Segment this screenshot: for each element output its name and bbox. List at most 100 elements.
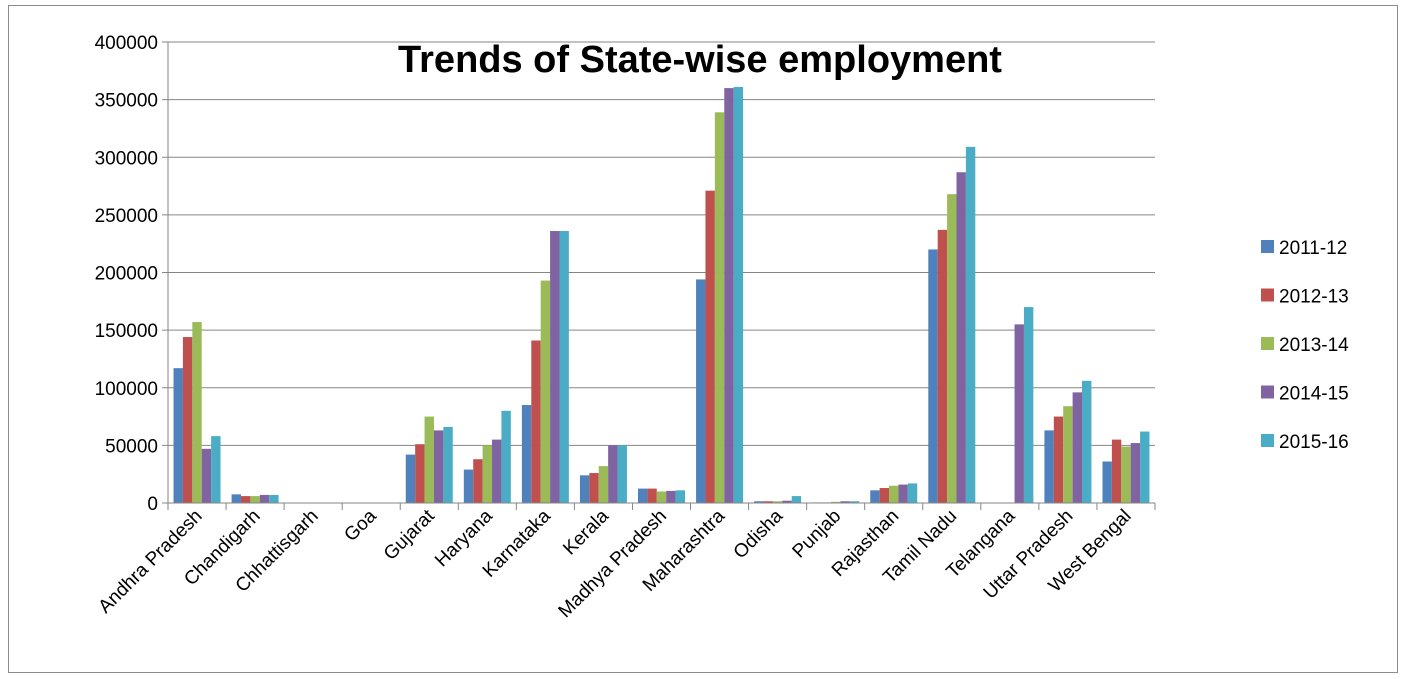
y-tick-label: 400000 (95, 33, 158, 54)
bar-2011-12-chandigarh (231, 494, 241, 503)
bar-2013-14-rajasthan (889, 485, 899, 503)
bar-2013-14-west-bengal (1121, 446, 1131, 503)
x-tick-label: Andhra Pradesh (95, 506, 207, 618)
bar-2011-12-madhya-pradesh (638, 488, 648, 503)
chart-title: Trends of State-wise employment (398, 39, 1002, 81)
bar-2014-15-karnataka (550, 231, 560, 503)
bar-2014-15-telangana (1014, 324, 1024, 503)
bar-2012-13-maharashtra (705, 190, 715, 504)
y-tick-label: 50000 (105, 436, 158, 457)
bar-2015-16-andhra-pradesh (211, 436, 221, 503)
bar-2011-12-tamil-nadu (928, 249, 938, 503)
bar-2013-14-punjab (830, 501, 841, 503)
bar-2015-16-odisha (791, 496, 802, 503)
y-tick-label: 100000 (95, 379, 158, 400)
legend-label: 2015-16 (1279, 432, 1349, 453)
bar-2013-14-maharashtra (714, 112, 725, 504)
bar-2014-15-odisha (782, 500, 792, 503)
bar-2013-14-karnataka (540, 280, 551, 503)
bar-2011-12-odisha (754, 501, 764, 503)
bar-2013-14-kerala (598, 466, 609, 503)
bar-2015-16-haryana (501, 410, 511, 503)
bar-2012-13-madhya-pradesh (647, 488, 657, 503)
legend-label: 2014-15 (1279, 384, 1349, 405)
gridlines (162, 41, 1155, 504)
y-tick-label: 300000 (95, 148, 158, 169)
x-tick-label: Madhya Pradesh (555, 506, 671, 622)
bar-2015-16-tamil-nadu (965, 146, 976, 503)
x-tick-label: Goa (340, 505, 381, 546)
legend-label: 2011-12 (1279, 238, 1347, 259)
bar-2015-16-madhya-pradesh (675, 490, 685, 503)
bar-2011-12-maharashtra (696, 279, 706, 503)
axes (167, 42, 1156, 510)
bar-2015-16-punjab (849, 501, 860, 503)
x-tick-label: Kerala (559, 505, 613, 559)
bar-2012-13-chandigarh (240, 496, 251, 503)
bar-2014-15-tamil-nadu (956, 172, 966, 504)
bar-2012-13-uttar-pradesh (1053, 416, 1064, 503)
legend-swatch (1261, 240, 1274, 253)
bar-2013-14-madhya-pradesh (656, 491, 667, 503)
bar-2011-12-karnataka (521, 405, 532, 503)
bar-2015-16-karnataka (559, 231, 569, 503)
y-tick-label: 250000 (95, 206, 158, 227)
y-tick-label: 200000 (95, 264, 158, 285)
bar-2013-14-haryana (482, 445, 493, 503)
bar-2015-16-uttar-pradesh (1082, 380, 1092, 503)
bar-2014-15-madhya-pradesh (666, 490, 676, 503)
bar-2011-12-kerala (579, 475, 590, 503)
bar-2015-16-chandigarh (269, 494, 279, 503)
bar-2014-15-andhra-pradesh (201, 448, 212, 503)
bar-2012-13-andhra-pradesh (182, 337, 193, 503)
bar-2012-13-odisha (763, 501, 773, 503)
bar-2014-15-maharashtra (724, 88, 734, 503)
bar-2011-12-rajasthan (870, 490, 880, 503)
bar-2014-15-chandigarh (259, 494, 270, 503)
bar-2013-14-tamil-nadu (947, 194, 957, 503)
legend-label: 2012-13 (1279, 287, 1349, 308)
bar-2012-13-kerala (589, 473, 599, 503)
bar-2015-16-telangana (1023, 307, 1034, 503)
y-tick-label: 150000 (95, 321, 158, 342)
bar-2012-13-gujarat (415, 444, 425, 503)
bar-2014-15-uttar-pradesh (1072, 392, 1083, 503)
y-tick-label: 0 (147, 494, 158, 515)
y-tick-label: 350000 (95, 91, 158, 112)
legend-swatch (1261, 288, 1274, 302)
legend-swatch (1261, 434, 1274, 447)
bar-2014-15-rajasthan (898, 484, 908, 503)
bar-2012-13-tamil-nadu (937, 229, 948, 504)
legend: 2011-12 2012-13 2013-14 2014-15 2015-16 (1261, 238, 1349, 453)
bar-2011-12-west-bengal (1102, 461, 1112, 503)
bar-2012-13-rajasthan (879, 488, 890, 503)
bar-2015-16-maharashtra (733, 86, 744, 503)
bar-2011-12-andhra-pradesh (173, 368, 183, 503)
bar-2011-12-uttar-pradesh (1044, 430, 1054, 503)
bar-2015-16-west-bengal (1140, 431, 1150, 503)
bars (173, 86, 1150, 504)
bar-2015-16-kerala (617, 445, 627, 503)
bar-2012-13-haryana (473, 459, 483, 503)
y-tick-labels: 0 50000 100000 150000 200000 250000 300000 3500… (95, 33, 158, 515)
legend-label: 2013-14 (1279, 335, 1349, 356)
bar-2013-14-gujarat (424, 416, 434, 503)
bar-2014-15-kerala (608, 445, 618, 503)
bar-2014-15-haryana (492, 439, 502, 503)
bar-2013-14-andhra-pradesh (192, 322, 202, 503)
legend-swatch (1261, 337, 1274, 350)
x-tick-label: Gujarat (380, 505, 439, 564)
bar-2011-12-gujarat (405, 454, 416, 503)
bar-2013-14-chandigarh (250, 496, 260, 503)
bar-2014-15-west-bengal (1130, 443, 1141, 503)
bar-2013-14-odisha (772, 501, 783, 503)
legend-swatch (1261, 385, 1274, 399)
bar-2014-15-punjab (840, 501, 850, 503)
x-tick-label: Punjab (789, 506, 846, 563)
x-tick-label: Odisha (730, 505, 788, 563)
bar-2014-15-gujarat (433, 430, 444, 503)
bar-2013-14-uttar-pradesh (1063, 406, 1073, 503)
bar-2015-16-gujarat (443, 426, 453, 503)
